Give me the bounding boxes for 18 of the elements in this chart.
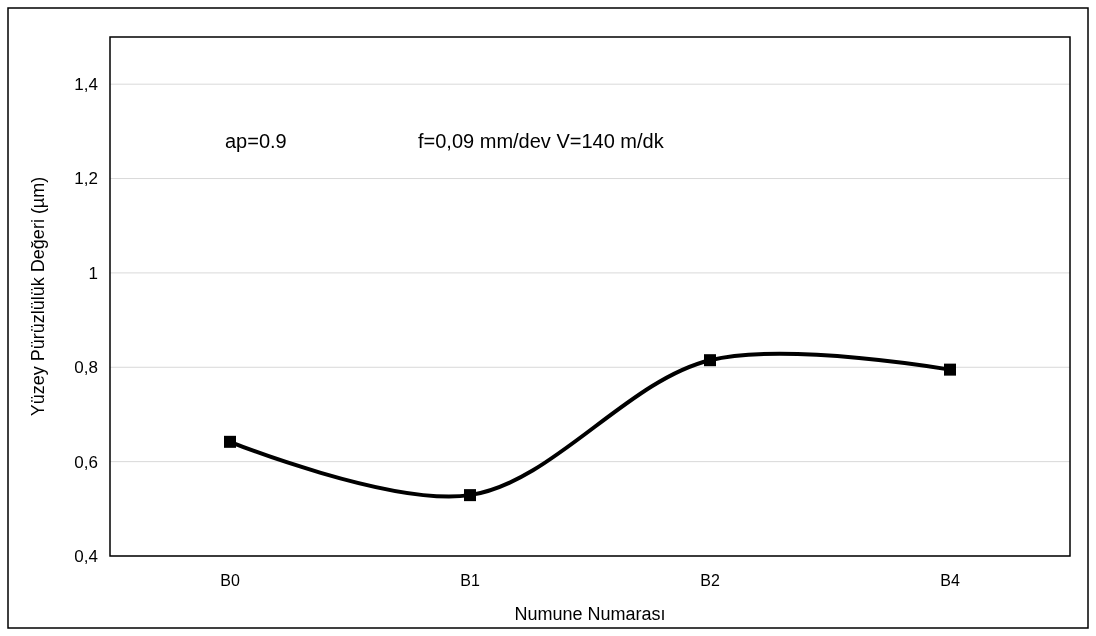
x-tick-label: B2 bbox=[700, 572, 720, 589]
annotation: ap=0.9 bbox=[225, 130, 287, 152]
annotation: f=0,09 mm/dev V=140 m/dk bbox=[418, 130, 665, 152]
point bbox=[944, 363, 956, 376]
point bbox=[224, 435, 236, 448]
point bbox=[704, 354, 716, 367]
y-tick-label: 1,2 bbox=[74, 169, 98, 189]
y-tick-label: 0,8 bbox=[74, 358, 98, 378]
x-tick-label: B1 bbox=[460, 572, 480, 589]
x-axis-title: Numune Numarası bbox=[514, 604, 666, 624]
point bbox=[464, 489, 476, 502]
y-tick-label: 0,6 bbox=[74, 452, 98, 472]
y-tick-label: 1,4 bbox=[74, 75, 98, 95]
y-axis-title: Yüzey Pürüzlülük Değeri (µm) bbox=[28, 176, 48, 417]
x-tick-label: B4 bbox=[940, 572, 960, 589]
y-tick-label: 0,4 bbox=[74, 546, 98, 566]
x-tick-label: B0 bbox=[220, 572, 240, 589]
y-tick-label: 1 bbox=[88, 263, 98, 283]
